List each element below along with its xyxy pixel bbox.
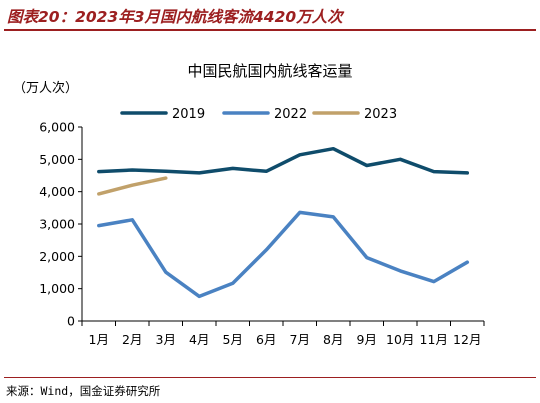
- y-tick-label: 5,000: [39, 152, 75, 167]
- x-tick-label: 2月: [122, 332, 142, 347]
- series-line-2023: [97, 176, 168, 196]
- x-tick-label: 12月: [453, 332, 481, 347]
- x-tick-label: 10月: [386, 332, 414, 347]
- header-divider: [4, 29, 536, 31]
- source-note: 来源：Wind，国金证券研究所: [6, 384, 161, 398]
- y-tick-label: 1,000: [39, 281, 75, 296]
- series-line-2019: [97, 146, 470, 175]
- figure-title: 图表20：2023年3月国内航线客流4420万人次: [7, 8, 343, 26]
- x-tick-label: 3月: [156, 332, 176, 347]
- x-tick-label: 1月: [89, 332, 109, 347]
- axes: 0 1,000 2,000 3,000 4,000 5,000 6,000 1月 2月 3月 4月 5…: [39, 120, 485, 347]
- y-tick-label: 3,000: [39, 217, 75, 232]
- y-axis-unit-label: （万人次）: [13, 80, 78, 96]
- legend-label-2023: 2023: [364, 107, 397, 122]
- series-line-2022: [97, 210, 470, 299]
- x-tick-label: 6月: [256, 332, 276, 347]
- x-tick-label: 11月: [420, 332, 448, 347]
- legend: 2019 2022 2023: [120, 107, 397, 122]
- series-layer: [97, 146, 470, 299]
- x-tick-label: 7月: [290, 332, 310, 347]
- legend-label-2019: 2019: [172, 107, 205, 122]
- y-tick-label: 6,000: [39, 120, 75, 135]
- y-tick-label: 4,000: [39, 184, 75, 199]
- x-tick-label: 5月: [223, 332, 243, 347]
- footer-divider: [4, 377, 536, 378]
- figure-header: 图表20：2023年3月国内航线客流4420万人次: [0, 0, 540, 32]
- x-tick-label: 4月: [189, 332, 209, 347]
- x-tick-label: 8月: [323, 332, 343, 347]
- legend-label-2022: 2022: [274, 107, 307, 122]
- x-tick-label: 9月: [357, 332, 377, 347]
- y-tick-label: 2,000: [39, 249, 75, 264]
- line-chart: 中国民航国内航线客运量 （万人次） 2019 2022 2023 0 1,000 2,0…: [13, 62, 485, 347]
- chart-title: 中国民航国内航线客运量: [187, 62, 352, 80]
- chart-area: 中国民航国内航线客运量 （万人次） 2019 2022 2023 0 1,000 2,0…: [0, 32, 540, 376]
- y-tick-label: 0: [67, 314, 75, 329]
